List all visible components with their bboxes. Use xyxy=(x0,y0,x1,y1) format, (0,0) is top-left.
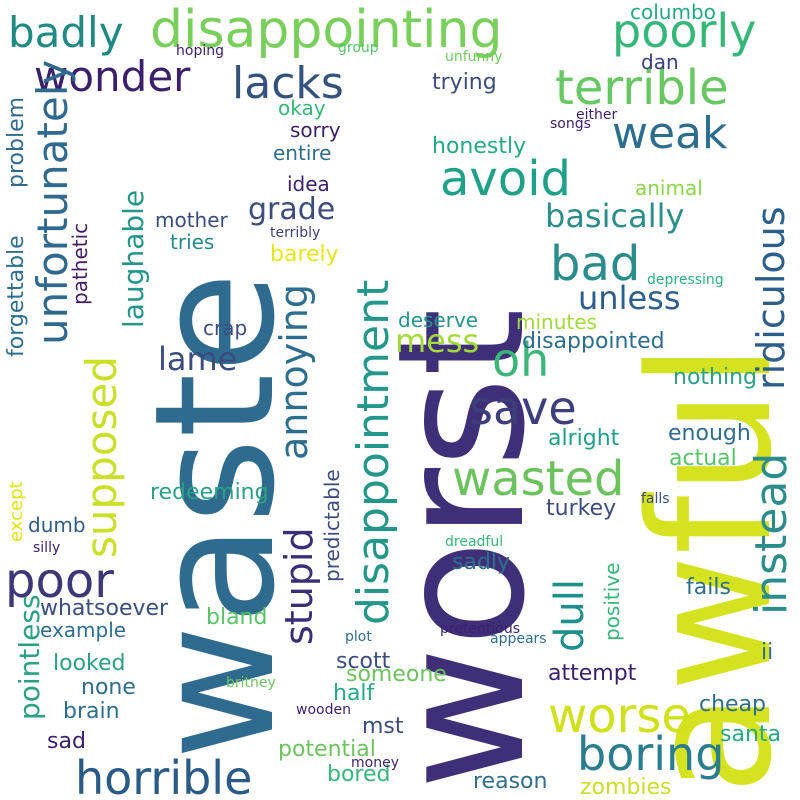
cloud-word-poor: poor xyxy=(5,553,114,609)
cloud-word-depressing: depressing xyxy=(647,272,724,288)
cloud-word-ridiculous: ridiculous xyxy=(749,206,793,390)
cloud-word-mother: mother xyxy=(155,208,228,232)
cloud-word-looked: looked xyxy=(53,651,126,676)
cloud-word-dumb: dumb xyxy=(28,513,86,537)
cloud-word-avoid: avoid xyxy=(440,151,571,207)
cloud-word-zombies: zombies xyxy=(580,775,672,800)
cloud-word-someone: someone xyxy=(346,662,447,687)
cloud-word-annoying: annoying xyxy=(272,284,316,460)
cloud-word-fails: fails xyxy=(686,575,731,600)
cloud-word-oh: oh xyxy=(492,333,550,387)
cloud-word-plot: plot xyxy=(345,629,372,645)
cloud-word-boring: boring xyxy=(577,727,725,781)
cloud-word-positive: positive xyxy=(600,562,624,641)
cloud-word-pretentious: pretentious xyxy=(440,621,521,637)
cloud-word-brain: brain xyxy=(63,699,120,724)
cloud-word-predictable: predictable xyxy=(320,469,344,582)
cloud-word-tries: tries xyxy=(170,230,215,254)
cloud-word-actual: actual xyxy=(669,446,737,471)
cloud-word-britney: britney xyxy=(226,675,276,691)
cloud-word-lacks: lacks xyxy=(232,58,344,109)
cloud-word-lame: lame xyxy=(158,340,238,378)
cloud-word-group: group xyxy=(338,40,379,56)
cloud-word-nothing: nothing xyxy=(673,365,757,390)
cloud-word-enough: enough xyxy=(668,421,751,446)
cloud-word-pathetic: pathetic xyxy=(68,222,92,305)
cloud-word-falls: falls xyxy=(641,491,670,507)
cloud-word-attempt: attempt xyxy=(548,661,637,686)
cloud-word-bland: bland xyxy=(206,605,268,630)
cloud-word-wonder: wonder xyxy=(34,52,191,101)
cloud-word-worse: worse xyxy=(548,688,691,744)
cloud-word-grade: grade xyxy=(248,192,336,227)
cloud-word-half: half xyxy=(333,681,375,706)
cloud-word-save: save xyxy=(469,381,577,435)
cloud-word-bored: bored xyxy=(327,762,391,787)
cloud-word-columbo: columbo xyxy=(630,0,716,24)
cloud-word-barely: barely xyxy=(270,242,339,267)
cloud-word-horrible: horrible xyxy=(75,751,253,800)
cloud-word-either: either xyxy=(576,107,618,123)
cloud-word-wooden: wooden xyxy=(296,702,351,718)
cloud-word-sadly: sadly xyxy=(452,550,511,575)
cloud-word-problem: problem xyxy=(4,96,29,188)
cloud-word-deserve: deserve xyxy=(398,308,479,332)
cloud-word-dull: dull xyxy=(547,579,593,652)
cloud-word-unless: unless xyxy=(578,279,681,317)
cloud-word-stupid: stupid xyxy=(277,527,321,645)
cloud-word-okay: okay xyxy=(278,96,326,120)
cloud-word-supposed: supposed xyxy=(77,356,126,558)
cloud-word-turkey: turkey xyxy=(546,496,617,521)
cloud-word-silly: silly xyxy=(33,540,61,556)
cloud-word-sorry: sorry xyxy=(290,118,341,142)
cloud-word-bad: bad xyxy=(550,236,641,292)
cloud-word-weak: weak xyxy=(612,108,728,159)
cloud-word-except: except xyxy=(6,481,27,542)
cloud-word-disappointed: disappointed xyxy=(522,329,665,354)
cloud-word-disappointing: disappointing xyxy=(150,0,503,60)
cloud-word-potential: potential xyxy=(278,737,376,762)
cloud-word-poorly: poorly xyxy=(612,4,757,58)
cloud-word-appears: appears xyxy=(490,631,547,647)
cloud-word-mst: mst xyxy=(362,714,404,739)
cloud-word-scott: scott xyxy=(336,649,391,674)
cloud-word-basically: basically xyxy=(545,197,685,235)
cloud-word-laughable: laughable xyxy=(117,189,150,328)
cloud-word-none: none xyxy=(81,675,136,700)
cloud-word-honestly: honestly xyxy=(432,134,527,159)
cloud-word-example: example xyxy=(40,618,127,642)
cloud-word-santa: santa xyxy=(720,722,781,747)
cloud-word-badly: badly xyxy=(8,8,124,57)
cloud-word-whatsoever: whatsoever xyxy=(40,596,169,621)
cloud-word-mess: mess xyxy=(395,322,480,360)
cloud-word-terribly: terribly xyxy=(270,225,321,241)
cloud-word-unfunny: unfunny xyxy=(445,49,503,65)
cloud-word-redeeming: redeeming xyxy=(150,480,269,505)
cloud-word-hoping: hoping xyxy=(176,43,224,59)
cloud-word-forgettable: forgettable xyxy=(4,235,29,357)
cloud-word-money: money xyxy=(351,755,399,771)
cloud-word-wasted: wasted xyxy=(452,451,625,507)
cloud-word-instead: instead xyxy=(746,452,797,615)
cloud-word-entire: entire xyxy=(273,141,332,165)
cloud-word-reason: reason xyxy=(473,769,548,794)
cloud-word-dreadful: dreadful xyxy=(445,534,504,550)
cloud-word-ii: ii xyxy=(761,640,774,665)
cloud-word-animal: animal xyxy=(635,176,703,200)
cloud-word-disappointment: disappointment xyxy=(348,279,399,625)
cloud-word-dan: dan xyxy=(641,50,679,74)
cloud-word-crap: crap xyxy=(203,316,248,340)
cloud-word-alright: alright xyxy=(548,426,620,451)
cloud-word-minutes: minutes xyxy=(516,310,597,334)
cloud-word-idea: idea xyxy=(287,172,330,196)
cloud-word-trying: trying xyxy=(432,70,497,95)
cloud-word-sad: sad xyxy=(47,729,86,754)
cloud-word-cheap: cheap xyxy=(699,692,767,717)
cloud-word-songs: songs xyxy=(550,116,591,132)
cloud-word-terrible: terrible xyxy=(555,60,729,116)
